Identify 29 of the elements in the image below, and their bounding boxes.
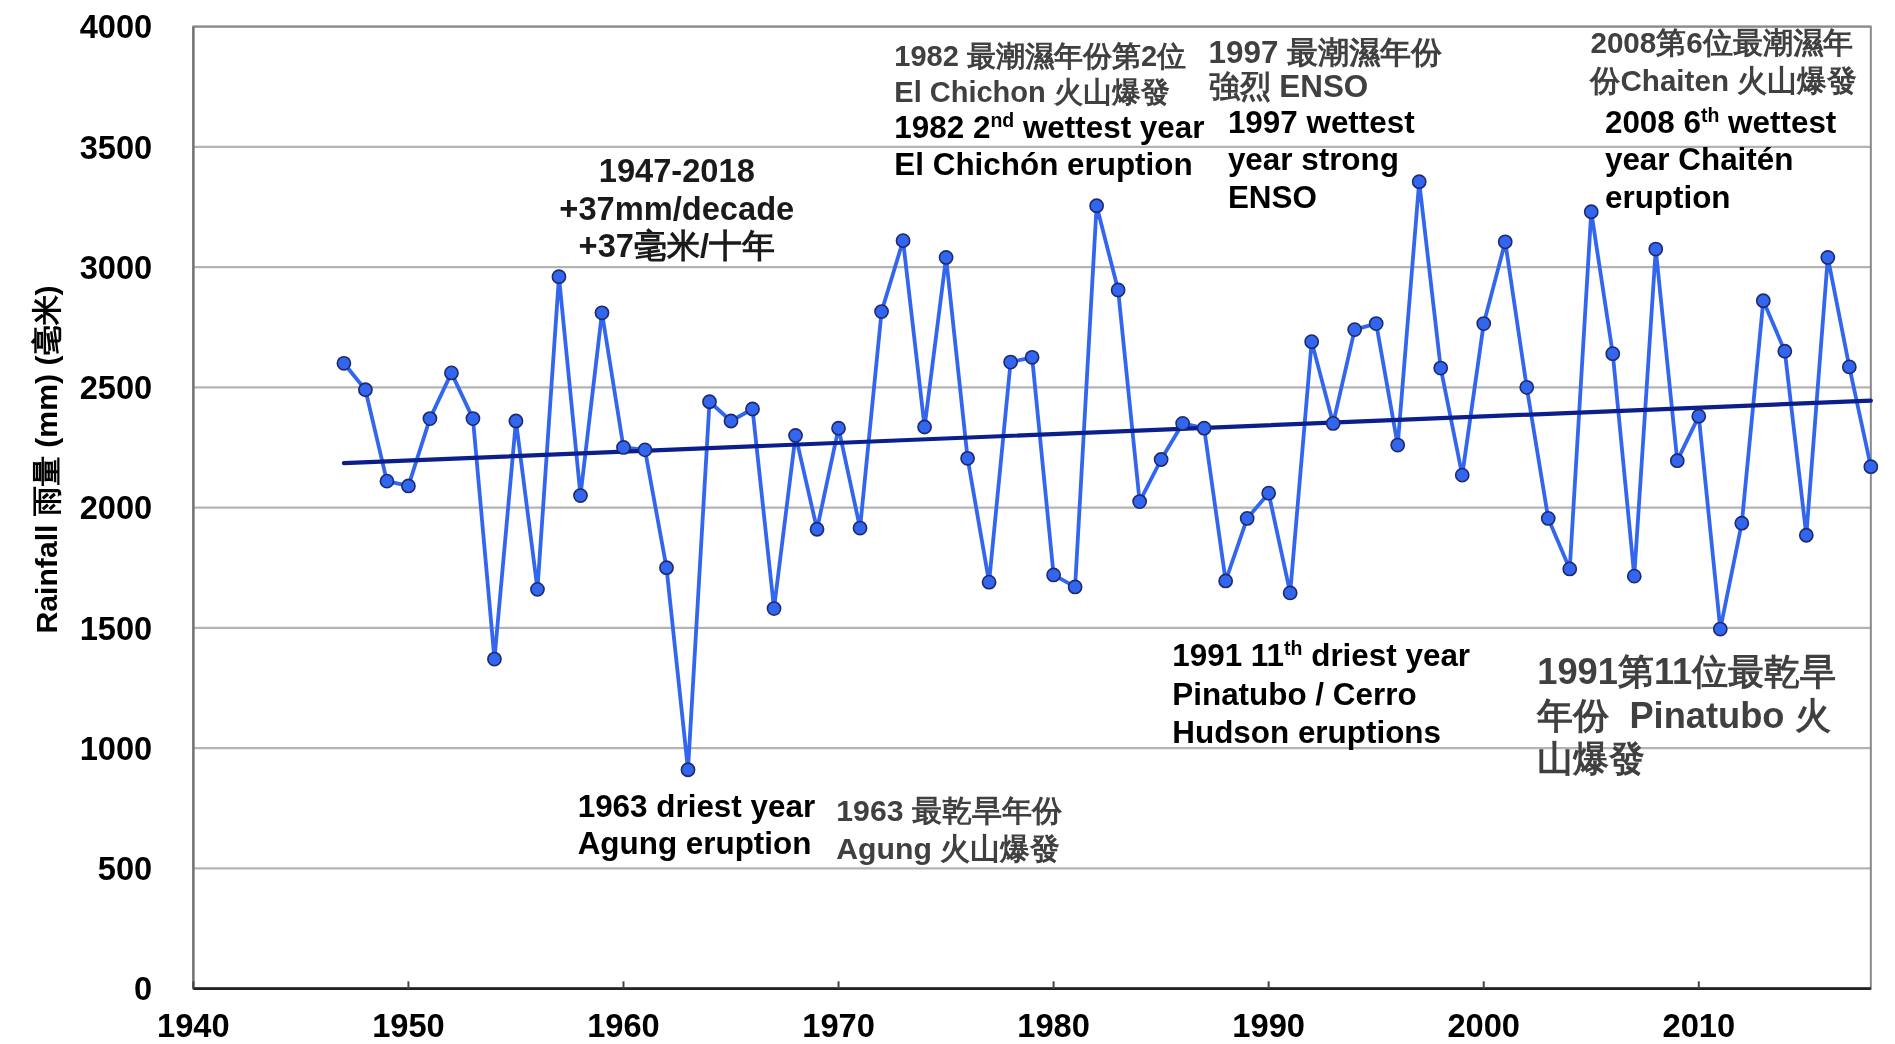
x-tick-label: 1980 (1017, 1006, 1090, 1044)
annotation: 2008第6位最潮濕年份Chaiten 火山爆發 (1590, 26, 1858, 97)
x-tick-label: 1950 (372, 1006, 445, 1044)
annotation: 1991 11$^{th}$ driest year Pinatubo / Cerro Hudson eruptions (1172, 636, 1471, 751)
y-tick-label: 2500 (79, 369, 153, 407)
annotation: 1963 driest year Agung eruption (577, 789, 816, 862)
y-tick-label: 500 (97, 850, 153, 888)
y-tick-label: 3500 (79, 128, 153, 166)
y-tick-label: 1000 (79, 729, 153, 767)
x-tick-label: 1940 (157, 1006, 230, 1044)
annotation: 1991第11位最乾旱年份 Pinatubo 火山爆發 (1537, 651, 1837, 780)
x-tick-label: 2010 (1662, 1006, 1736, 1044)
x-tick-label: 2000 (1447, 1006, 1520, 1044)
y-tick-label: 3000 (79, 248, 153, 286)
annotation: 2008 6$^{th}$ wettest year Chaitén eruption (1604, 103, 1837, 215)
annotation: 1963 最乾旱年份 Agung 火山爆發 (836, 793, 1062, 866)
x-tick-label: 1960 (587, 1006, 660, 1044)
y-tick-label: 0 (134, 970, 153, 1008)
y-tick-label: 2000 (79, 489, 153, 527)
annotation: 1982 最潮濕年份第2位 El Chichon 火山爆發 (894, 40, 1187, 108)
annotation: 1982 2$^{nd}$ wettest year El Chichón eruption (894, 108, 1205, 183)
x-tick-label: 1970 (802, 1006, 875, 1044)
y-tick-label: 4000 (79, 8, 153, 46)
annotation: 1947-2018 +37mm/decade +37毫米/十年 (559, 152, 795, 265)
annotation: 1997 wettest year strong ENSO (1227, 104, 1415, 215)
y-axis-title: Rainfall 雨量 (mm) (毫米) (29, 285, 63, 634)
annotation: 1997 最潮濕年份強烈 ENSO (1208, 34, 1443, 104)
y-tick-label: 1500 (79, 609, 153, 647)
x-tick-label: 1990 (1232, 1006, 1305, 1044)
